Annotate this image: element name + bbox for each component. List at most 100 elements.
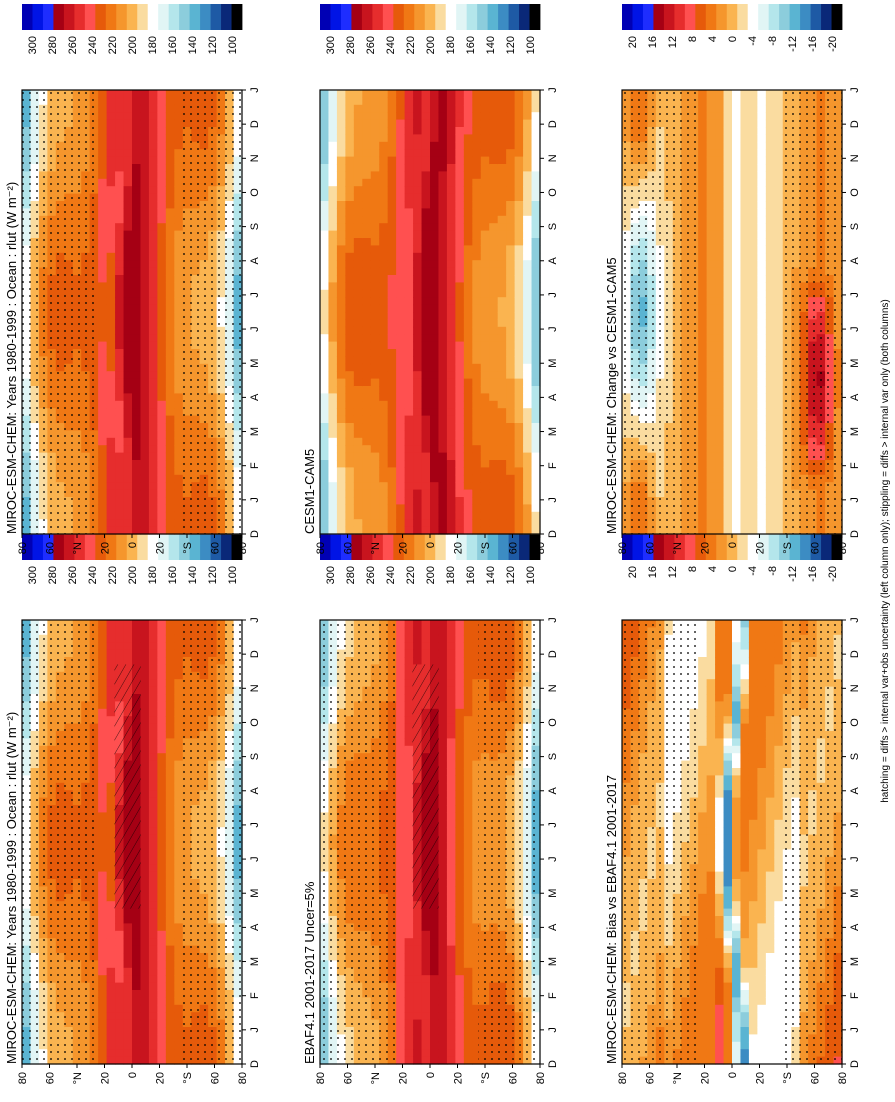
heatmap-cell (430, 938, 440, 947)
heatmap-cell (438, 1019, 448, 1028)
heatmap-cell (455, 812, 465, 821)
heatmap-cell (404, 975, 414, 984)
heatmap-cell (396, 827, 406, 836)
heatmap-cell (174, 886, 184, 895)
heatmap-cell (98, 797, 108, 806)
heatmap-cell (132, 511, 142, 520)
heatmap-cell (106, 701, 116, 710)
heatmap-cell (174, 620, 184, 628)
heatmap-cell (115, 930, 125, 939)
heatmap-cell (165, 149, 175, 158)
heatmap-cell (396, 1049, 406, 1058)
heatmap-cell (132, 378, 142, 387)
heatmap-cell (157, 805, 167, 813)
heatmap-cell (328, 156, 338, 165)
heatmap-cell (140, 201, 150, 209)
heatmap-cell (157, 356, 167, 365)
heatmap-cell (140, 1004, 150, 1013)
heatmap-cell (98, 901, 108, 910)
heatmap-cell (396, 819, 406, 828)
heatmap-cell (115, 393, 125, 402)
heatmap-cell (157, 753, 167, 762)
colorbar-tick-label: 100 (525, 566, 537, 584)
heatmap-cell (421, 634, 431, 643)
heatmap-cell (140, 467, 150, 476)
colorbar-swatch (414, 534, 426, 560)
heatmap-cell (472, 938, 482, 947)
month-tick-label: M (249, 957, 261, 966)
heatmap-cell (174, 297, 184, 306)
heatmap-cell (140, 378, 150, 387)
heatmap-cell (165, 782, 175, 791)
heatmap-cell (404, 819, 414, 828)
heatmap-cell (98, 171, 108, 180)
heatmap-cell (463, 657, 473, 665)
heatmap-cell (106, 1049, 116, 1058)
heatmap-cell (463, 893, 473, 902)
heatmap-cell (165, 812, 175, 821)
heatmap-cell (174, 393, 184, 402)
heatmap-cell (438, 864, 448, 873)
heatmap-cell (463, 819, 473, 828)
lat-tick-label: 60 (343, 1072, 355, 1084)
heatmap-cell (174, 511, 184, 520)
heatmap-cell (463, 797, 473, 806)
heatmap-cell (106, 282, 116, 291)
heatmap-cell (98, 497, 108, 505)
heatmap-cell (174, 127, 184, 135)
heatmap-cell (174, 1012, 184, 1021)
heatmap-cell (157, 415, 167, 424)
heatmap-cell (174, 856, 184, 865)
heatmap-cell (455, 997, 465, 1006)
heatmap-cell (446, 679, 456, 688)
heatmap-cell (463, 620, 473, 628)
heatmap-cell (115, 657, 125, 665)
heatmap-cell (140, 393, 150, 402)
heatmap-cell (140, 415, 150, 424)
colorbar-swatch (189, 4, 201, 30)
heatmap-cell (106, 879, 116, 887)
heatmap-cell (463, 745, 473, 754)
heatmap-cell (106, 886, 116, 895)
colorbar-swatch (466, 534, 478, 560)
heatmap-cell (157, 445, 167, 454)
heatmap-cell (165, 104, 175, 113)
heatmap-cell (413, 627, 423, 636)
heatmap-cell (328, 415, 338, 424)
heatmap-cell (404, 812, 414, 821)
heatmap-cell (463, 938, 473, 947)
heatmap-cell (148, 393, 158, 402)
heatmap-cell (421, 649, 431, 658)
heatmap-cell (157, 886, 167, 895)
heatmap-cell (174, 408, 184, 417)
heatmap-cell (123, 371, 133, 380)
heatmap-cell (148, 982, 158, 991)
heatmap-cell (438, 708, 448, 717)
heatmap-cell (140, 460, 150, 468)
heatmap-cell (148, 193, 158, 202)
heatmap-cell (98, 945, 108, 954)
colorbar-swatch (22, 534, 33, 560)
heatmap-cell (148, 1041, 158, 1050)
heatmap-cell (320, 112, 330, 121)
heatmap-cell (404, 871, 414, 880)
heatmap-cell (148, 452, 158, 461)
heatmap-cell (472, 708, 482, 717)
heatmap-cell (148, 445, 158, 454)
heatmap-cell (438, 627, 448, 636)
heatmap-cell (396, 967, 406, 976)
heatmap-cell (396, 871, 406, 880)
heatmap-cell (140, 908, 150, 917)
heatmap-cell (472, 627, 482, 636)
heatmap-cell (421, 930, 431, 939)
month-tick-label: A (249, 923, 261, 931)
heatmap-cell (455, 738, 465, 747)
heatmap-cell (165, 708, 175, 717)
heatmap-cell (396, 1041, 406, 1050)
colorbar: 300 280 260 240 220 200 180 160 140 120 100 (22, 534, 243, 584)
heatmap-cell (396, 945, 406, 954)
heatmap-cell (140, 452, 150, 461)
heatmap-cell (98, 760, 108, 769)
heatmap-cell (115, 415, 125, 424)
heatmap-cell (174, 990, 184, 998)
